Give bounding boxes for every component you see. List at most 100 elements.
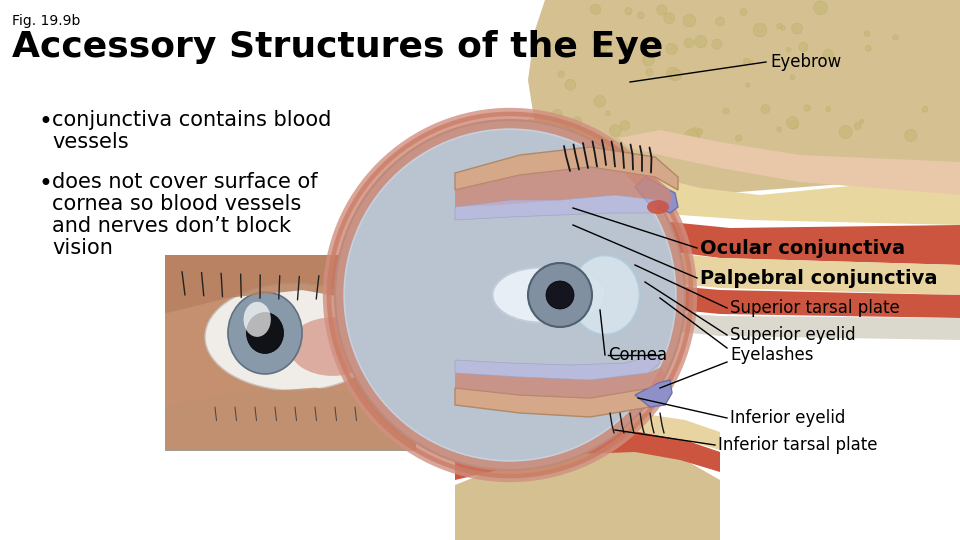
Circle shape — [604, 40, 612, 48]
Circle shape — [690, 127, 701, 139]
Circle shape — [335, 120, 685, 470]
Circle shape — [619, 42, 629, 51]
Circle shape — [860, 119, 864, 123]
Text: Accessory Structures of the Eye: Accessory Structures of the Eye — [12, 30, 663, 64]
Circle shape — [663, 13, 675, 24]
Circle shape — [754, 23, 767, 37]
Circle shape — [854, 123, 861, 130]
Circle shape — [610, 124, 621, 137]
Circle shape — [746, 83, 750, 87]
Text: Cornea: Cornea — [608, 346, 667, 364]
Ellipse shape — [205, 284, 385, 390]
Circle shape — [345, 130, 675, 460]
Circle shape — [777, 127, 781, 132]
Text: Ocular conjunctiva: Ocular conjunctiva — [700, 239, 905, 258]
Circle shape — [865, 45, 871, 51]
Circle shape — [684, 38, 693, 48]
Circle shape — [620, 121, 630, 130]
Text: does not cover surface of: does not cover surface of — [52, 172, 318, 192]
Circle shape — [780, 26, 785, 30]
Polygon shape — [455, 380, 668, 417]
Circle shape — [715, 17, 725, 26]
Circle shape — [723, 108, 729, 114]
Circle shape — [790, 75, 795, 80]
Polygon shape — [528, 0, 960, 195]
Circle shape — [684, 130, 698, 143]
Polygon shape — [505, 142, 960, 265]
Circle shape — [786, 117, 799, 129]
Circle shape — [786, 48, 791, 52]
Polygon shape — [635, 177, 678, 213]
Circle shape — [594, 96, 606, 107]
Circle shape — [823, 50, 833, 60]
Circle shape — [564, 79, 576, 90]
Circle shape — [590, 4, 601, 15]
Polygon shape — [515, 118, 960, 225]
Circle shape — [695, 36, 707, 48]
Polygon shape — [635, 380, 672, 407]
Ellipse shape — [570, 255, 640, 335]
Polygon shape — [455, 147, 678, 190]
Circle shape — [923, 106, 928, 112]
Text: Fig. 19.9b: Fig. 19.9b — [12, 14, 81, 28]
Ellipse shape — [247, 313, 283, 354]
Circle shape — [552, 110, 563, 120]
Polygon shape — [493, 188, 960, 318]
Polygon shape — [618, 130, 960, 195]
Circle shape — [697, 129, 703, 134]
Text: and nerves don’t block: and nerves don’t block — [52, 216, 291, 236]
Text: Palpebral conjunctiva: Palpebral conjunctiva — [700, 268, 938, 287]
Circle shape — [799, 43, 808, 52]
Ellipse shape — [492, 267, 588, 322]
Circle shape — [735, 135, 742, 141]
Polygon shape — [455, 367, 665, 398]
Circle shape — [904, 129, 917, 141]
Circle shape — [558, 71, 564, 77]
Text: Superior eyelid: Superior eyelid — [730, 326, 855, 344]
Ellipse shape — [289, 318, 376, 376]
Ellipse shape — [545, 273, 605, 318]
Circle shape — [528, 263, 592, 327]
Circle shape — [606, 111, 611, 116]
Circle shape — [666, 67, 680, 80]
Polygon shape — [455, 432, 720, 480]
Circle shape — [814, 1, 828, 15]
Circle shape — [777, 23, 782, 29]
Circle shape — [839, 125, 852, 138]
Polygon shape — [455, 167, 672, 207]
Circle shape — [564, 124, 571, 131]
Text: cornea so blood vessels: cornea so blood vessels — [52, 194, 301, 214]
Circle shape — [657, 5, 667, 15]
FancyBboxPatch shape — [165, 255, 415, 450]
Text: vessels: vessels — [52, 132, 129, 152]
Circle shape — [893, 35, 899, 40]
Polygon shape — [165, 388, 415, 450]
Text: Inferior tarsal plate: Inferior tarsal plate — [718, 436, 877, 454]
Text: conjunctiva contains blood: conjunctiva contains blood — [52, 110, 331, 130]
Text: Eyebrow: Eyebrow — [770, 53, 841, 71]
Polygon shape — [500, 158, 960, 295]
Text: •: • — [38, 110, 52, 134]
Circle shape — [666, 43, 677, 55]
Polygon shape — [455, 448, 720, 540]
Ellipse shape — [228, 292, 302, 374]
Circle shape — [804, 105, 810, 111]
Text: Inferior eyelid: Inferior eyelid — [730, 409, 846, 427]
Circle shape — [826, 107, 830, 111]
Ellipse shape — [647, 200, 669, 214]
Polygon shape — [455, 355, 660, 380]
Circle shape — [593, 44, 607, 57]
Circle shape — [646, 69, 653, 76]
Polygon shape — [486, 208, 960, 340]
Ellipse shape — [244, 302, 271, 337]
Circle shape — [625, 8, 632, 15]
Circle shape — [684, 15, 696, 27]
Circle shape — [572, 117, 582, 127]
Circle shape — [671, 70, 682, 80]
Circle shape — [864, 31, 870, 37]
Circle shape — [592, 32, 600, 40]
Text: Superior tarsal plate: Superior tarsal plate — [730, 299, 900, 317]
Text: •: • — [38, 172, 52, 196]
Polygon shape — [455, 195, 658, 220]
Text: vision: vision — [52, 238, 113, 258]
